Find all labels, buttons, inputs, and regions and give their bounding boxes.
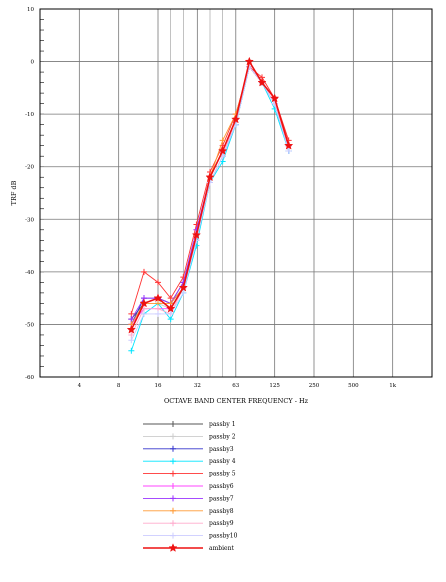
legend: passby 1 passby 2 passby3 passby 4 passby 5 p… [143, 421, 238, 552]
series-passby10-point [285, 147, 292, 154]
x-tick-label: 125 [269, 383, 280, 389]
legend-swatch-marker [170, 458, 176, 465]
y-tick-label: -10 [25, 112, 34, 118]
grid [40, 8, 432, 378]
series-ambient-point [126, 324, 136, 334]
series-ambient-point [139, 298, 149, 308]
x-tick-label: 32 [194, 383, 201, 389]
legend-label: passby 1 [209, 421, 236, 428]
series-passby10-point [167, 310, 174, 317]
legend-item-passby3: passby3 [143, 446, 234, 453]
legend-item-passby-2: passby 2 [143, 433, 236, 440]
legend-swatch-marker [170, 520, 176, 527]
series-ambient [126, 56, 294, 334]
x-tick-label: 250 [309, 383, 320, 389]
series-ambient-point [270, 93, 280, 103]
x-tick-label: 500 [348, 383, 359, 389]
series-passby-5 [128, 63, 292, 317]
x-tick-label: 1k [389, 383, 396, 389]
y-tick-label: 10 [27, 7, 34, 13]
series-passby10-point [180, 289, 187, 296]
series-passby-5-point [140, 268, 147, 275]
y-tick-label: -30 [25, 217, 34, 223]
legend-item-passby6: passby6 [143, 483, 234, 490]
series-passby9-point [155, 305, 162, 312]
x-tick-label: 4 [78, 383, 82, 389]
series-ambient-point [284, 140, 294, 150]
legend-item-passby8: passby8 [143, 508, 234, 515]
series-passby10-point [155, 310, 162, 317]
x-tick-label: 8 [117, 383, 121, 389]
series-passby8-point [219, 137, 226, 144]
series-passby7-point [128, 316, 135, 323]
legend-label: passby10 [209, 533, 238, 540]
series-passby9-point [128, 331, 135, 338]
series-passby-4-point [167, 316, 174, 323]
series-ambient-point [191, 230, 202, 240]
y-tick-label: -20 [25, 165, 34, 171]
legend-swatch-marker [170, 507, 176, 514]
legend-label: passby7 [209, 495, 234, 502]
legend-item-passby9: passby9 [143, 520, 234, 527]
x-tick-label: 63 [232, 383, 239, 389]
legend-label: passby 4 [209, 458, 236, 465]
legend-label: ambient [209, 545, 234, 552]
series-passby-4-point [219, 158, 226, 165]
legend-item-passby-5: passby 5 [143, 470, 236, 478]
legend-label: passby6 [209, 483, 234, 490]
y-tick-label: -50 [25, 322, 34, 328]
legend-swatch-marker [170, 532, 176, 539]
legend-item-passby7: passby7 [143, 495, 234, 502]
legend-swatch-marker [168, 543, 178, 552]
y-tick-label: -40 [25, 270, 34, 276]
legend-swatch-marker [170, 483, 176, 489]
x-tick-labels: 4 8 16 32 63 125 250 500 1k [78, 383, 397, 389]
legend-label: passby8 [209, 508, 234, 515]
legend-swatch-marker [170, 445, 176, 452]
series-ambient-point [153, 293, 163, 303]
legend-swatch-marker [170, 421, 176, 427]
y-tick-labels: 10 0 -10 -20 -30 -40 -50 -60 [25, 7, 34, 381]
series-ambient-point [166, 303, 176, 313]
series-ambient-point [218, 146, 228, 155]
series-passby-4-point [128, 347, 135, 354]
series-ambient-point [257, 77, 267, 87]
series-passby-5-point [167, 295, 174, 302]
legend-label: passby3 [209, 446, 234, 453]
legend-label: passby 5 [209, 471, 236, 478]
y-tick-label: -60 [25, 375, 34, 381]
series-passby-5-point [155, 279, 162, 286]
legend-swatch-marker [170, 433, 176, 440]
legend-item-ambient: ambient [143, 543, 234, 552]
x-tick-label: 16 [155, 383, 162, 389]
series-layer [126, 56, 294, 354]
x-axis-label: OCTAVE BAND CENTER FREQUENCY - Hz [164, 397, 309, 405]
plot-frame [39, 8, 433, 378]
legend-label: passby9 [209, 520, 234, 527]
y-tick-label: 0 [31, 60, 35, 66]
series-passby10-point [128, 337, 135, 344]
legend-item-passby-1: passby 1 [143, 421, 236, 428]
series-ambient-point [244, 56, 254, 66]
legend-swatch-marker [170, 495, 176, 502]
series-passby-5-point [128, 310, 135, 317]
series-passby10-point [140, 310, 147, 317]
series-ambient-point [231, 114, 241, 124]
legend-item-passby-4: passby 4 [143, 458, 236, 465]
series-passby8-point [155, 300, 162, 307]
series-ambient-point [205, 172, 215, 182]
legend-label: passby 2 [209, 433, 236, 440]
legend-swatch-marker [170, 470, 176, 477]
y-axis-label: TRF dB [10, 180, 18, 205]
legend-item-passby10: passby10 [143, 533, 238, 540]
series-ambient-point [178, 282, 188, 292]
